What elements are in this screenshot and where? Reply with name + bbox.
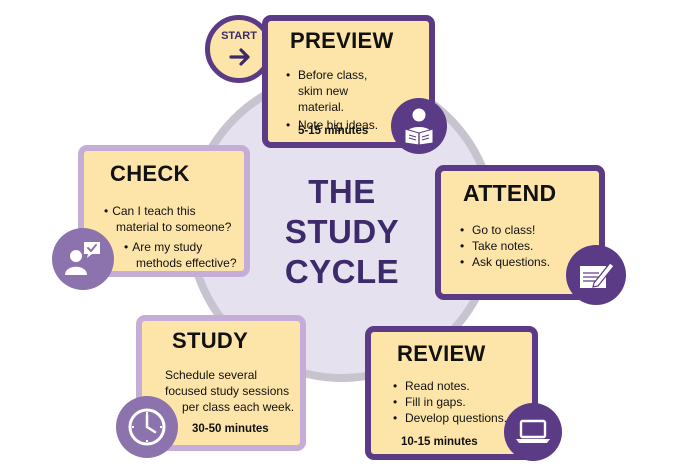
attend-bullet-2: Take notes. xyxy=(460,238,580,254)
study-text-3: per class each week. xyxy=(182,400,295,414)
center-title: THE STUDY CYCLE xyxy=(262,172,422,292)
check-bullet-2-line-1: Are my study xyxy=(132,240,203,254)
study-time: 30-50 minutes xyxy=(192,423,269,435)
review-bullet-3: Develop questions. xyxy=(393,410,513,426)
review-bullet-1: Read notes. xyxy=(393,378,513,394)
preview-bullets: Before class, skim new material. Note bi… xyxy=(286,67,382,133)
reader-icon xyxy=(404,108,434,145)
start-label: START xyxy=(221,30,257,42)
preview-card: PREVIEW Before class, skim new material.… xyxy=(262,15,435,148)
study-badge xyxy=(116,396,178,458)
check-badge xyxy=(52,228,114,290)
preview-time: 5-15 minutes xyxy=(298,125,369,137)
person-check-icon xyxy=(65,242,100,275)
study-text-2: focused study sessions xyxy=(165,384,290,398)
preview-badge xyxy=(391,98,447,154)
review-title: REVIEW xyxy=(397,341,486,366)
check-title: CHECK xyxy=(110,161,190,186)
study-title: STUDY xyxy=(172,328,249,353)
check-bullet-1-line-1: Can I teach this xyxy=(112,204,196,218)
preview-bullet-1: Before class, skim new material. xyxy=(286,67,382,115)
center-line-2: STUDY xyxy=(284,213,400,250)
start-badge: START xyxy=(205,15,273,83)
study-text-1: Schedule several xyxy=(165,368,258,382)
preview-title: PREVIEW xyxy=(290,28,394,53)
center-line-3: CYCLE xyxy=(284,253,400,290)
check-bullet-2-line-2: methods effective? xyxy=(136,256,237,270)
attend-bullet-3: Ask questions. xyxy=(460,254,580,270)
check-bullet-1-line-2: material to someone? xyxy=(116,220,232,234)
notepad-pencil-icon xyxy=(580,262,615,288)
attend-title: ATTEND xyxy=(463,180,557,206)
review-bullets: Read notes. Fill in gaps. Develop questi… xyxy=(393,378,513,426)
review-bullet-2: Fill in gaps. xyxy=(393,394,513,410)
attend-bullets: Go to class! Take notes. Ask questions. xyxy=(460,222,580,270)
laptop-icon xyxy=(516,419,550,443)
preview-bullet-2: Note big ideas. xyxy=(286,117,382,133)
center-line-1: THE xyxy=(308,173,376,210)
attend-bullet-1: Go to class! xyxy=(460,222,580,238)
review-badge xyxy=(504,403,562,461)
clock-icon xyxy=(128,408,166,446)
review-time: 10-15 minutes xyxy=(401,436,478,448)
arrow-right-icon xyxy=(229,48,250,66)
study-card: STUDY Schedule several focused study ses… xyxy=(136,315,306,451)
check-card: CHECK • Can I teach this material to some… xyxy=(78,145,250,277)
attend-badge xyxy=(566,245,626,305)
check-bullet-2: • Are my study xyxy=(124,240,203,254)
check-bullet-1: • Can I teach this xyxy=(104,204,196,218)
